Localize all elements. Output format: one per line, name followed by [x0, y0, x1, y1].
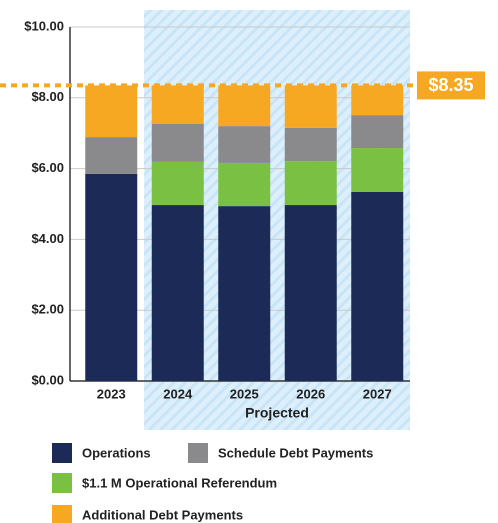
- bar-segment: [151, 161, 204, 206]
- bar-segment: [85, 85, 138, 138]
- bar-segment: [284, 205, 337, 381]
- bar-segment: [151, 205, 204, 381]
- bar-segment: [351, 191, 404, 381]
- bar-segment: [351, 85, 404, 116]
- x-tick-label: 2026: [296, 386, 325, 401]
- y-tick-label: $2.00: [31, 302, 64, 317]
- x-tick-label: 2027: [363, 386, 392, 401]
- x-tick-label: 2025: [230, 386, 259, 401]
- y-tick-label: $4.00: [31, 231, 64, 246]
- legend-swatch: [52, 443, 72, 463]
- legend-label: Schedule Debt Payments: [218, 445, 373, 460]
- y-tick-label: $8.00: [31, 89, 64, 104]
- bar-segment: [351, 115, 404, 149]
- bar-segment: [284, 127, 337, 162]
- bar-segment: [151, 123, 204, 162]
- y-tick-label: $10.00: [24, 18, 64, 33]
- bar-segment: [284, 85, 337, 128]
- legend-label: $1.1 M Operational Referendum: [82, 475, 277, 490]
- y-tick-label: $6.00: [31, 160, 64, 175]
- bar-segment: [284, 161, 337, 206]
- reference-label-box: [417, 71, 485, 100]
- legend-swatch: [52, 473, 72, 493]
- legend-swatch: [52, 505, 72, 523]
- y-tick-label: $0.00: [31, 372, 64, 387]
- x-tick-label: 2024: [163, 386, 193, 401]
- projected-label: Projected: [245, 405, 309, 421]
- legend-label: Operations: [82, 445, 151, 460]
- bar-segment: [151, 85, 204, 124]
- bar-segment: [85, 137, 138, 174]
- bar-segment: [218, 206, 271, 381]
- bar-segment: [218, 85, 271, 127]
- bar-segment: [351, 148, 404, 192]
- x-tick-label: 2023: [97, 386, 126, 401]
- legend-swatch: [188, 443, 208, 463]
- bar-segment: [85, 173, 138, 381]
- legend-label: Additional Debt Payments: [82, 507, 243, 522]
- reference-label: $8.35: [428, 75, 473, 95]
- bar-segment: [218, 162, 271, 207]
- bar-segment: [218, 126, 271, 163]
